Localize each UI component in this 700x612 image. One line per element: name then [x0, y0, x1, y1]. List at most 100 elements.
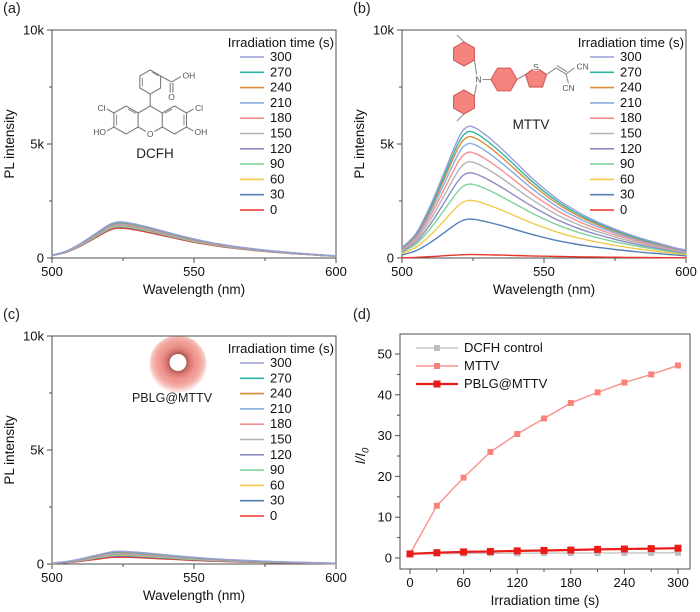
panel-a: (a) O Cl Cl HO OH O OH DCFH 500 550 600 0 5k…: [0, 0, 350, 306]
legend-entry-label: 210: [270, 95, 292, 110]
legend-entry-label: 180: [270, 416, 292, 431]
spectrum-curve-0s: [401, 253, 687, 259]
data-point-marker: [648, 371, 655, 378]
y-axis-title: PL intensity: [2, 415, 17, 485]
legend-entry-label: 300: [270, 49, 292, 64]
panel-a-chart: O Cl Cl HO OH O OH DCFH 500 550 60005k10kW…: [2, 23, 347, 298]
plot-frame: [399, 333, 691, 570]
mttv-s-label-mask: [531, 62, 541, 71]
data-point-marker: [406, 550, 414, 558]
legend-title: Irradiation time (s): [228, 35, 334, 50]
legend-entry-label: 210: [270, 401, 292, 416]
data-point-marker: [433, 549, 441, 557]
data-point-marker: [541, 415, 547, 422]
x-axis-title: Wavelength (nm): [143, 282, 245, 297]
dcfh-inset-label: DCFH: [136, 146, 174, 161]
spectrum-curve-60s: [401, 199, 687, 256]
dcfh-molecule-inset: O Cl Cl HO OH O OH DCFH: [93, 69, 207, 161]
x-tick-label: 180: [560, 575, 582, 590]
y-axis-title: PL intensity: [352, 109, 367, 179]
data-point-marker: [620, 545, 628, 553]
x-tick-label: 600: [325, 264, 347, 279]
legend-entry-label: 0: [620, 202, 627, 217]
data-point-marker: [675, 362, 681, 369]
legend-title: Irradiation time (s): [228, 341, 334, 356]
data-point-marker: [513, 547, 521, 555]
legend-entry-label: 270: [270, 370, 292, 385]
legend-entry-label: 120: [620, 141, 642, 156]
x-tick-label: 550: [183, 264, 205, 279]
x-tick-label: 550: [533, 264, 555, 279]
data-point-marker: [567, 399, 574, 406]
legend-entry-label: 120: [270, 447, 292, 462]
data-point-marker: [621, 549, 628, 556]
legend-entry-label: 120: [270, 141, 292, 156]
spectrum-curve-120s: [401, 172, 687, 254]
legend-entry-label: MTTV: [464, 358, 500, 373]
legend-entry-label: 240: [270, 80, 292, 95]
panel-d-chart: 0 60 120 180 240 300 0 10 20 30 40 50 Irradiation ti…: [353, 333, 691, 608]
spectrum-curve-90s: [401, 183, 687, 255]
legend-title: Irradiation time (s): [578, 35, 684, 50]
data-point-marker: [594, 389, 601, 396]
x-tick-label: 500: [41, 570, 63, 585]
panel-d-label: (d): [353, 307, 371, 323]
panel-b-chart: N S CN CN MTTV 500 550 60005k10kWavelength…: [352, 23, 697, 298]
data-point-marker: [674, 544, 682, 552]
y-tick-label: 0: [387, 251, 394, 266]
legend-entry-label: 210: [620, 95, 642, 110]
panel-c: (c) PBLG@MTTV 500 550 600 0 5k 10k Wavelength …: [0, 306, 350, 612]
atom-label-cooh-o: O: [168, 92, 175, 102]
pblg-mttv-nanoparticle-inset: PBLG@MTTV: [132, 335, 213, 405]
torus-hole: [169, 354, 187, 371]
legend-entry-label: 90: [620, 156, 634, 171]
y-tick-label: 5k: [30, 137, 44, 152]
spectrum-curve-30s: [401, 218, 687, 257]
legend-entry-label: 60: [270, 171, 284, 186]
legend-entry-label: DCFH control: [464, 340, 543, 355]
panel-d: (d) 0 60 120 180 240 300 0 10 20 30 40 50 Irradiatio…: [350, 306, 700, 612]
data-point-marker: [567, 546, 575, 554]
data-point-marker: [648, 549, 655, 556]
spectrum-curve-180s: [401, 151, 687, 253]
legend-entry-label: 300: [270, 355, 292, 370]
plot-frame: [51, 29, 337, 259]
y-tick-label: 30: [378, 428, 392, 443]
panel-c-label: (c): [3, 307, 20, 323]
spectrum-curve-300s: [51, 550, 337, 564]
data-point-marker: [540, 546, 548, 554]
x-tick-label: 500: [41, 264, 63, 279]
legend-entry-label: 180: [620, 110, 642, 125]
dcfh-bonds: [106, 75, 194, 132]
mttv-rings: [453, 41, 548, 115]
dcfh-aromatic-inner-bonds: [115, 71, 185, 126]
chart-d: 0 60 120 180 240 300 0 10 20 30 40 50 Irradiation ti…: [353, 333, 691, 608]
legend-entry-label: 30: [270, 187, 284, 202]
legend-entry-label: 180: [270, 110, 292, 125]
legend-entry-label: 270: [620, 64, 642, 79]
atom-label-cn-bottom: CN: [562, 83, 574, 93]
spectrum-curve-300s: [401, 125, 687, 251]
data-point-marker: [460, 548, 468, 556]
spectrum-curve-270s: [401, 130, 687, 252]
atom-label-o-center: O: [147, 129, 154, 139]
x-tick-label: 600: [325, 570, 347, 585]
atom-label-cooh-oh: OH: [183, 71, 196, 81]
mttv-bonds: [456, 34, 575, 122]
panel-a-label: (a): [3, 1, 21, 17]
legend-entry-label: 150: [270, 126, 292, 141]
legend-entry-label: 90: [270, 156, 284, 171]
legend-entry-label: 60: [620, 171, 634, 186]
atom-label-n: N: [475, 75, 481, 85]
data-point-marker: [594, 550, 601, 557]
spectrum-curve-210s: [401, 142, 687, 252]
x-axis-title: Wavelength (nm): [493, 282, 595, 297]
x-tick-label: 300: [667, 575, 689, 590]
mttv-inset-label: MTTV: [513, 117, 550, 132]
data-point-marker: [487, 448, 494, 455]
y-tick-label: 10k: [373, 23, 394, 38]
spectrum-curve-300s: [51, 221, 337, 257]
x-tick-label: 120: [506, 575, 528, 590]
